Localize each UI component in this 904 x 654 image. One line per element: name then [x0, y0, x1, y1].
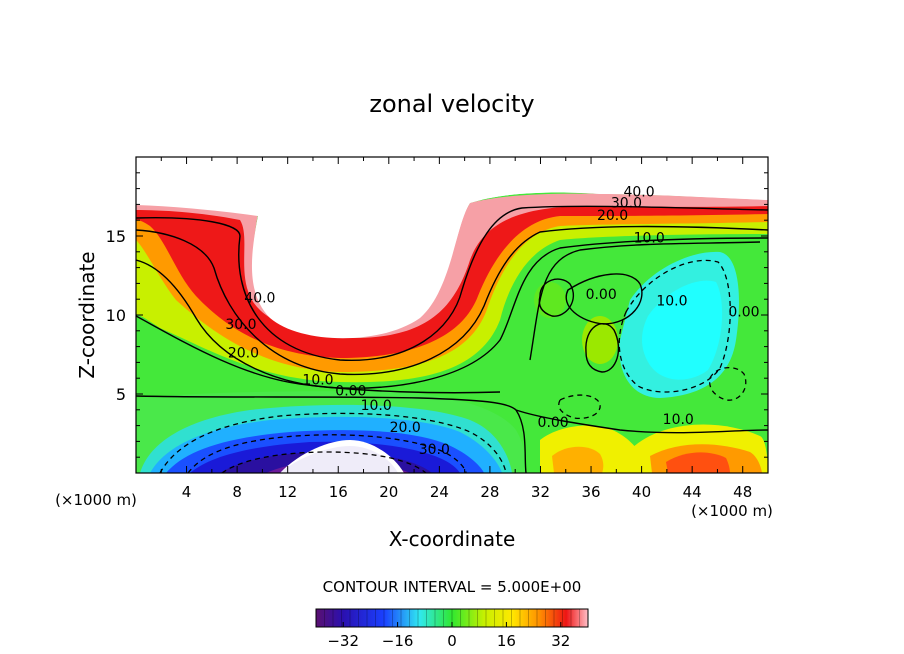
- y-tick-label: 5: [116, 385, 126, 404]
- x-unit-label-left: (×1000 m): [55, 491, 137, 509]
- contour-interval-text: CONTOUR INTERVAL = 5.000E+00: [323, 578, 582, 596]
- contour-label: 0.00: [728, 305, 759, 321]
- field-neg-void: [280, 440, 404, 473]
- field-neg-void-rim: [280, 446, 398, 473]
- x-tick-label: 24: [430, 483, 449, 501]
- y-tick-label: 10: [106, 306, 126, 325]
- contour-label: 20.0: [228, 346, 259, 362]
- contour-lines: [136, 205, 768, 473]
- field-lower-right-red: [666, 452, 730, 473]
- x-tick-label: 20: [379, 483, 398, 501]
- x-tick-label: 48: [733, 483, 752, 501]
- colorbar-tick-label: −32: [327, 632, 359, 650]
- colorbar: −32 −16 0 16 32: [315, 608, 589, 650]
- contour-label: 30.0: [225, 317, 256, 333]
- x-tick-label: 28: [480, 483, 499, 501]
- field-cyan-core: [642, 280, 723, 380]
- field-right-island-1: [582, 316, 618, 364]
- colorbar-tick-label: 0: [447, 632, 457, 650]
- contour-label: 10.0: [663, 412, 694, 428]
- contour-label: 20.0: [390, 420, 421, 436]
- colorbar-ticks: −32 −16 0 16 32: [327, 622, 570, 650]
- x-tick-label: 8: [232, 483, 242, 501]
- colorbar-stripes: [324, 609, 580, 627]
- contour-lines-dashed: [159, 259, 747, 473]
- contour-label: 20.0: [597, 208, 628, 224]
- colorbar-tick-label: 32: [551, 632, 570, 650]
- x-axis-label: X-coordinate: [389, 527, 516, 551]
- x-tick-label: 12: [278, 483, 297, 501]
- x-tick-label: 16: [329, 483, 348, 501]
- contour-label: 10.0: [361, 398, 392, 414]
- x-tick-label: 40: [632, 483, 651, 501]
- contour-label: 0.00: [335, 384, 366, 400]
- colorbar-tick-label: −16: [382, 632, 414, 650]
- colorbar-tick-label: 16: [497, 632, 516, 650]
- x-tick-label: 44: [683, 483, 702, 501]
- x-tick-label: 32: [531, 483, 550, 501]
- field-pink-rim: [136, 193, 768, 338]
- chart-title: zonal velocity: [369, 90, 534, 118]
- contour-label: 0.00: [538, 415, 569, 431]
- y-tick-label: 15: [106, 227, 126, 246]
- contour-label: 10.0: [302, 373, 333, 389]
- x-axis: 4 8 12 16 20 24 28 32 36 40 44 48: [160, 157, 752, 501]
- contour-label: 30.0: [419, 442, 450, 458]
- y-axis: 5 10 15: [106, 172, 768, 458]
- x-tick-label: 36: [581, 483, 600, 501]
- contour-label: 10.0: [656, 294, 687, 310]
- field-no-data: [136, 157, 768, 339]
- contour-label: 0.00: [586, 287, 617, 303]
- contour-label: 10.0: [634, 230, 665, 246]
- x-unit-label-right: (×1000 m): [691, 502, 773, 520]
- contour-label: 40.0: [244, 290, 275, 306]
- field-lower-mid-orange: [552, 446, 604, 473]
- contour-label: 40.0: [623, 185, 654, 201]
- y-axis-label: Z-coordinate: [75, 251, 99, 378]
- contour-label: 30.0: [611, 196, 642, 212]
- contour-field: [136, 157, 768, 473]
- x-tick-label: 4: [182, 483, 192, 501]
